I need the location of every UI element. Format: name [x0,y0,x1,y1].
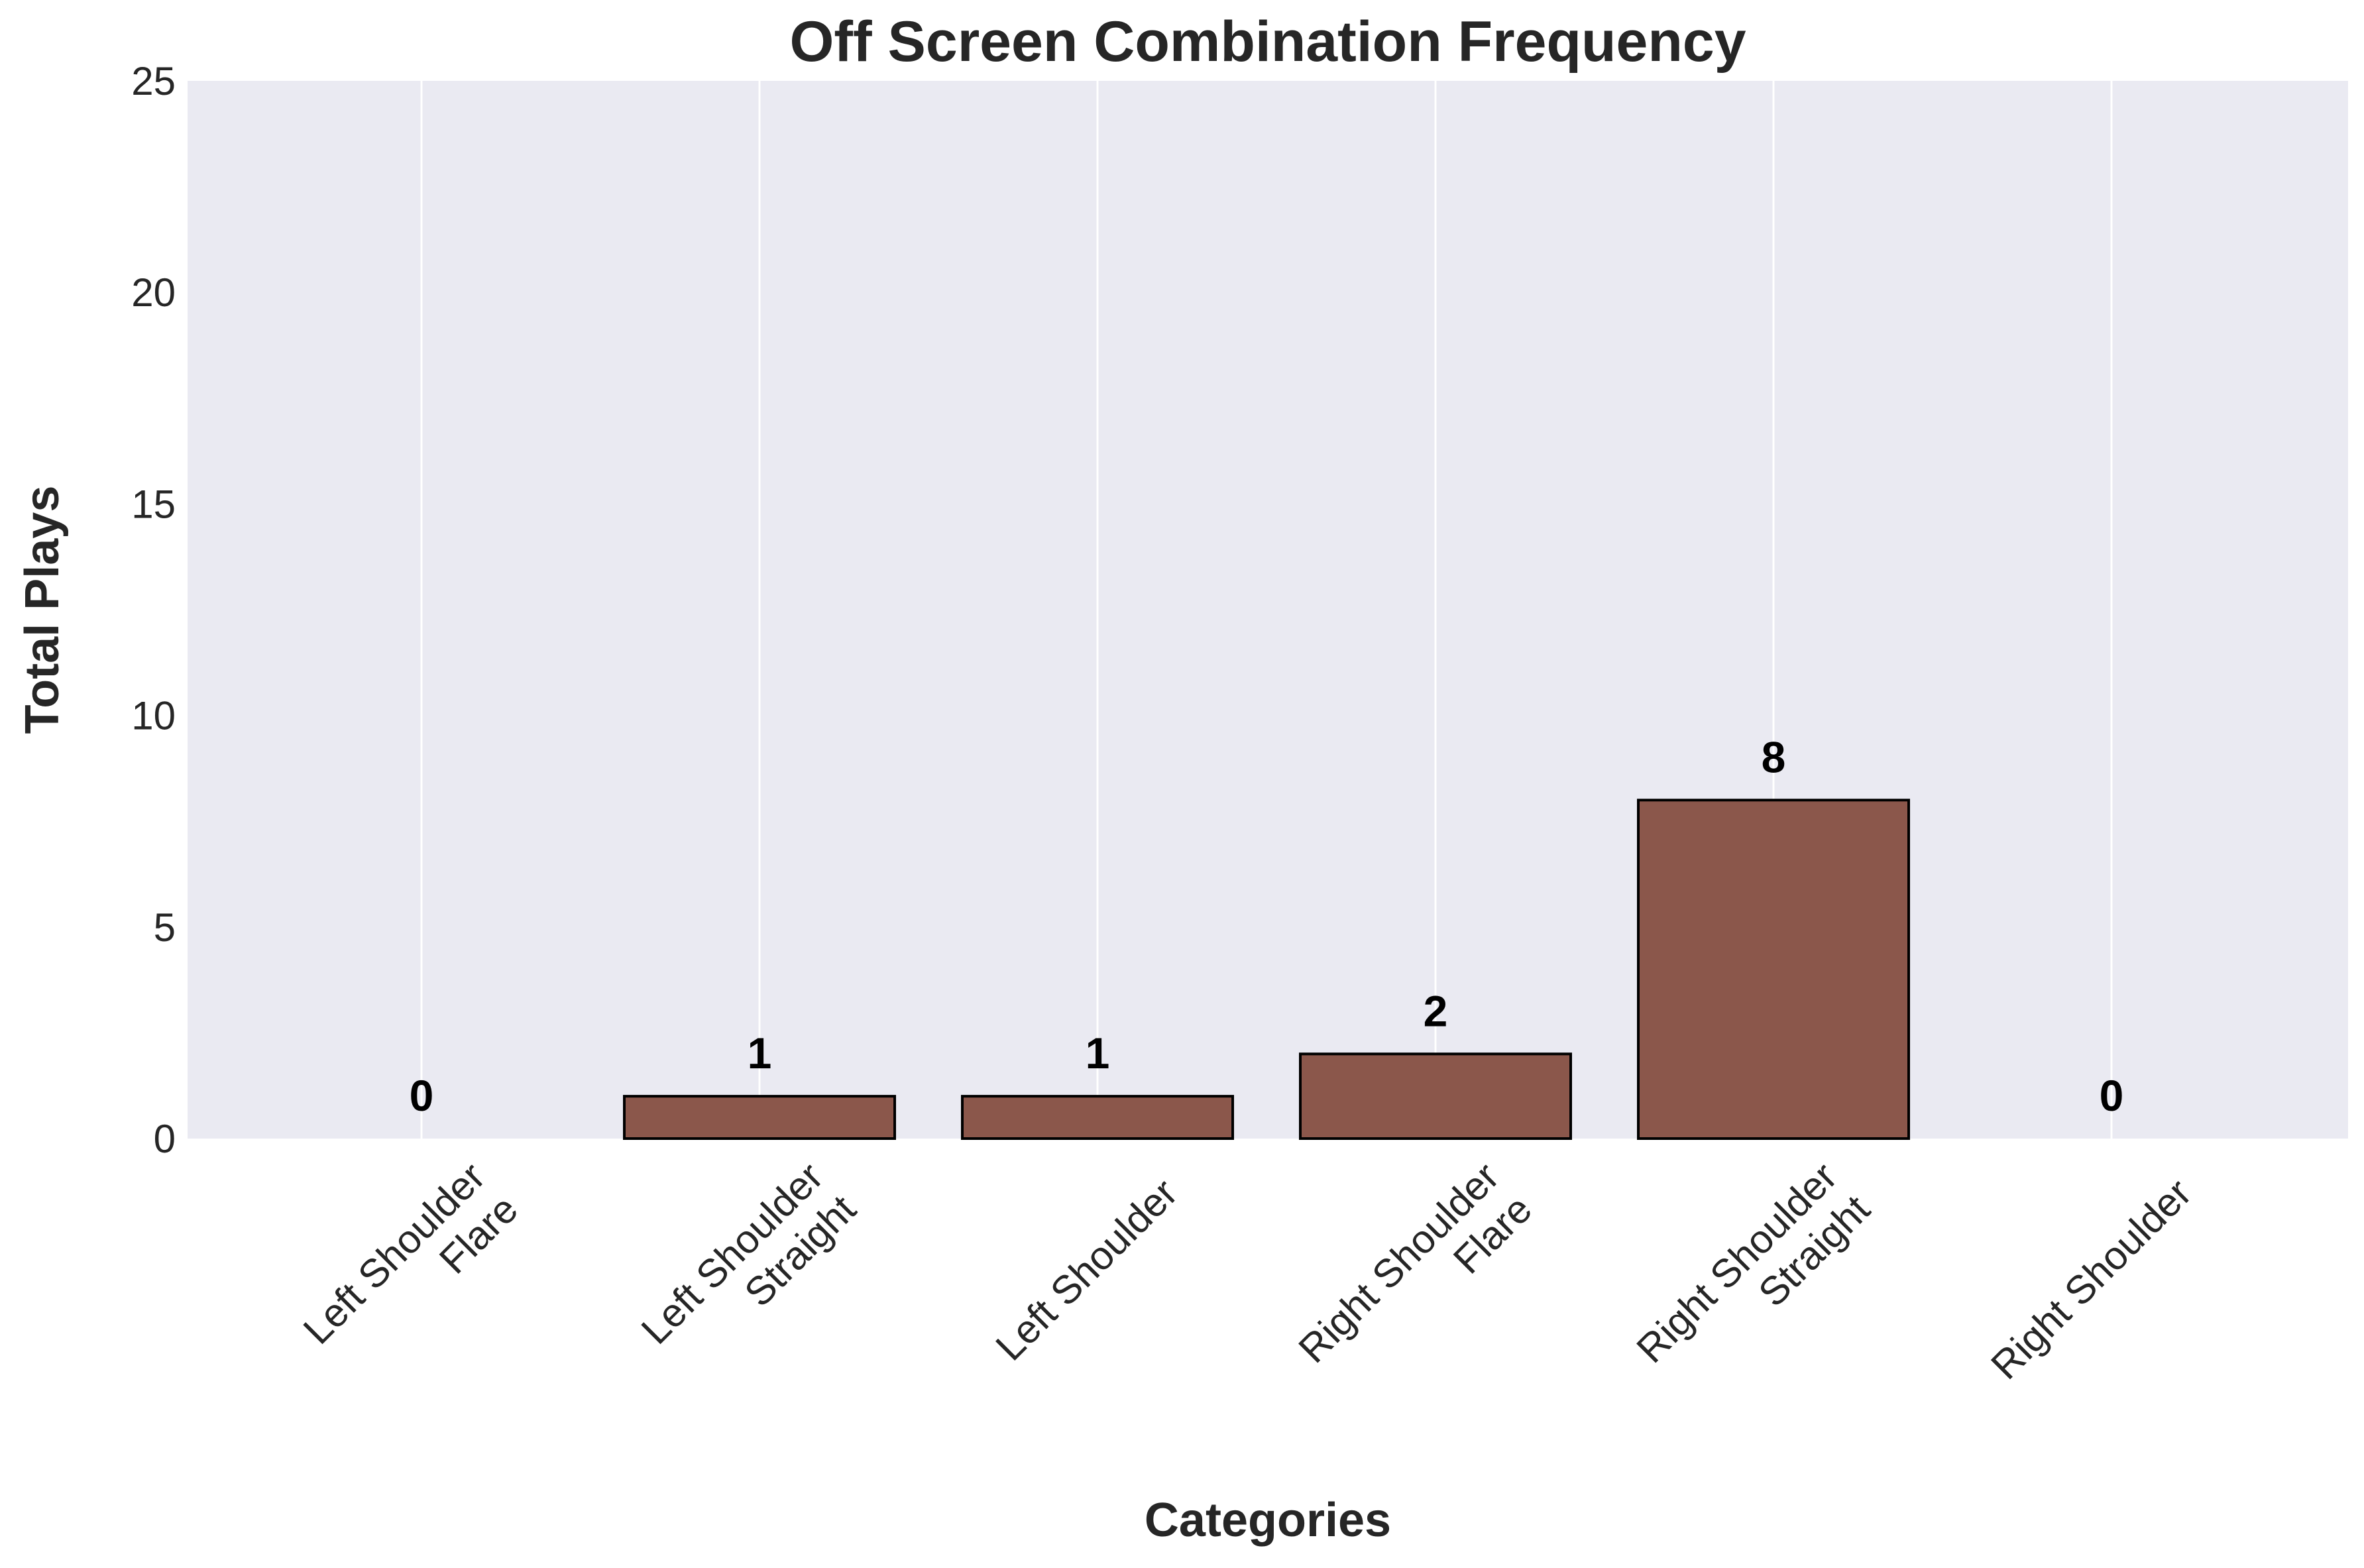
bar-value-label: 1 [1086,1029,1110,1078]
x-axis-label: Categories [1145,1494,1391,1547]
bar-value-label: 2 [1424,986,1448,1035]
bar [623,1095,896,1141]
x-tick-label: Left ShoulderFlare [295,1154,526,1385]
bar [1637,799,1910,1141]
x-tick-label: Left Shoulder [987,1170,1186,1369]
bar [961,1095,1234,1141]
x-tick-label: Right ShoulderFlare [1290,1154,1541,1404]
bar-value-label: 1 [748,1029,772,1078]
x-tick-label: Left ShoulderStraight [633,1154,864,1385]
bar-value-label: 8 [1762,732,1786,781]
x-tick-label: Right Shoulder [1982,1170,2200,1388]
x-tick-label-line: Right Shoulder [1982,1170,2200,1388]
y-tick-label: 20 [131,270,176,315]
bars [623,799,1910,1141]
y-tick-label: 5 [154,905,176,950]
grid-lines [420,81,2113,1139]
y-tick-label: 25 [131,59,176,103]
x-tick-label-line: Left Shoulder [987,1170,1186,1369]
plot-area [188,81,2348,1139]
y-tick-labels: 0 5 10 15 20 25 [131,59,176,1161]
x-tick-label: Right ShoulderStraight [1628,1154,1879,1404]
bar [1299,1052,1572,1140]
y-tick-label: 0 [154,1117,176,1161]
y-tick-label: 15 [131,482,176,526]
bar-value-label: 0 [2100,1071,2124,1120]
bar-value-label: 0 [410,1071,434,1120]
y-tick-label: 10 [131,694,176,738]
y-axis-label: Total Plays [16,486,69,734]
chart-title: Off Screen Combination Frequency [789,10,1746,74]
data-labels: 0 1 1 2 8 0 [410,732,2124,1120]
x-tick-labels: Left ShoulderFlare Left ShoulderStraight L… [295,1154,2200,1404]
